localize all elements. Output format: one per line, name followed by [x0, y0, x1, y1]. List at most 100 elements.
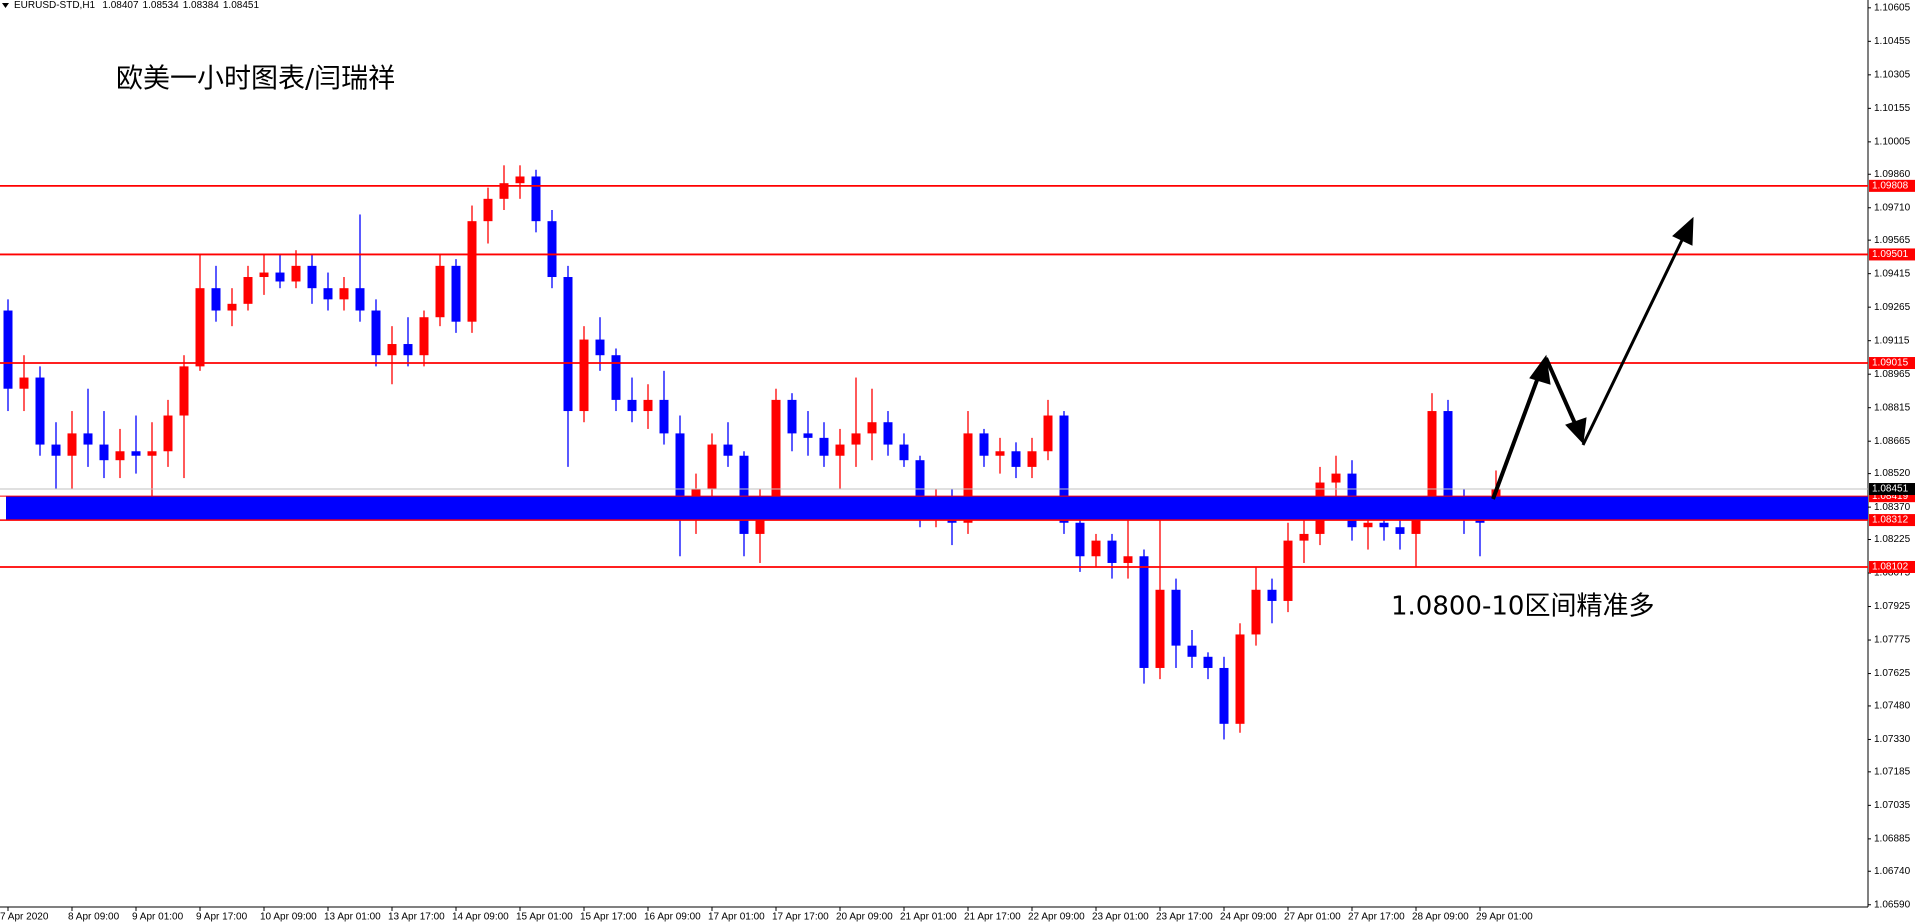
x-tick-label: 15 Apr 17:00	[580, 912, 637, 923]
candle-body	[323, 288, 333, 300]
candle-body	[163, 415, 173, 452]
candle-body	[563, 277, 573, 412]
candle-body	[435, 265, 445, 318]
candle-body	[1171, 589, 1181, 646]
x-tick-label: 21 Apr 17:00	[964, 912, 1021, 923]
candle-body	[1267, 589, 1277, 601]
candle-body	[419, 317, 429, 356]
x-tick-label: 27 Apr 17:00	[1348, 912, 1405, 923]
candle-body	[83, 433, 93, 445]
y-tick-label: 1.07480	[1874, 701, 1911, 712]
candle-body	[67, 433, 77, 456]
candle-body	[707, 444, 717, 490]
candle-body	[227, 303, 237, 311]
y-tick-label: 1.07925	[1874, 601, 1911, 612]
candle-body	[771, 399, 781, 501]
candle-body	[915, 460, 925, 512]
candle-body	[1075, 522, 1085, 557]
y-tick-label: 1.09710	[1874, 202, 1911, 213]
y-tick-label: 1.09265	[1874, 302, 1911, 313]
candle-body	[1427, 411, 1437, 512]
candle-body	[739, 455, 749, 534]
ohlc-close: 1.08451	[223, 0, 260, 11]
candle-body	[659, 399, 669, 434]
candle-body	[99, 444, 109, 461]
y-tick-label: 1.09565	[1874, 235, 1911, 246]
current-price-box	[1869, 483, 1915, 496]
candle-body	[467, 221, 477, 322]
arrow-up-1	[1491, 371, 1542, 500]
symbol: EURUSD-STD,H1	[14, 0, 96, 11]
ohlc-open: 1.08407	[102, 0, 139, 11]
candle-body	[1059, 415, 1069, 523]
level-box	[1869, 560, 1915, 573]
annotation: 1.0800-10区间精准多	[1391, 592, 1654, 622]
forecast-arrows	[1491, 216, 1694, 500]
level-label: 1.08102	[1872, 562, 1909, 573]
x-tick-label: 8 Apr 09:00	[68, 912, 120, 923]
x-tick-label: 16 Apr 09:00	[644, 912, 701, 923]
candle-body	[1011, 451, 1021, 467]
candle-body	[803, 433, 813, 438]
y-tick-label: 1.08370	[1874, 502, 1911, 513]
zone-low-label: 1.08312	[1872, 515, 1909, 526]
zone-high-label: 1.08419	[1872, 491, 1909, 502]
y-tick-label: 1.08225	[1874, 534, 1911, 545]
y-tick-label: 1.07775	[1874, 635, 1911, 646]
level-box	[1869, 248, 1915, 261]
candle-body	[1139, 556, 1149, 668]
candle-body	[515, 176, 525, 184]
candle-body	[995, 451, 1005, 456]
x-tick-label: 24 Apr 09:00	[1220, 912, 1277, 923]
x-tick-label: 17 Apr 17:00	[772, 912, 829, 923]
candle-body	[499, 183, 509, 199]
x-tick-label: 28 Apr 09:00	[1412, 912, 1469, 923]
y-tick-label: 1.06590	[1874, 899, 1911, 910]
ohlc-high: 1.08534	[143, 0, 180, 11]
y-tick-label: 1.09415	[1874, 268, 1911, 279]
candle-body	[979, 433, 989, 456]
level-label: 1.09808	[1872, 181, 1909, 192]
y-tick-label: 1.10005	[1874, 136, 1911, 147]
candle-body	[1155, 589, 1165, 668]
candle-body	[1235, 634, 1245, 724]
arrow-down	[1544, 357, 1579, 429]
x-tick-label: 22 Apr 09:00	[1028, 912, 1085, 923]
candle-body	[675, 433, 685, 512]
zone-low-box	[1869, 514, 1915, 527]
y-tick-label: 1.10605	[1874, 2, 1911, 13]
x-tick-label: 10 Apr 09:00	[260, 912, 317, 923]
candle-body	[115, 451, 125, 461]
x-tick-label: 9 Apr 17:00	[196, 912, 248, 923]
candle-body	[1091, 540, 1101, 557]
x-tick-label: 9 Apr 01:00	[132, 912, 184, 923]
candle-body	[51, 444, 61, 456]
candle-body	[963, 433, 973, 523]
y-tick-label: 1.08520	[1874, 468, 1911, 479]
candle-body	[611, 355, 621, 400]
candle-body	[1379, 522, 1389, 528]
current-price-label: 1.08451	[1872, 484, 1909, 495]
level-label: 1.09501	[1872, 249, 1909, 260]
candle-body	[19, 377, 29, 389]
x-tick-label: 15 Apr 01:00	[516, 912, 573, 923]
y-tick-label: 1.08665	[1874, 436, 1911, 447]
candle-body	[579, 339, 589, 412]
candle-body	[307, 265, 317, 289]
x-tick-label: 7 Apr 2020	[0, 912, 49, 923]
candle-body	[1187, 645, 1197, 657]
candle-body	[243, 277, 253, 304]
candle-body	[899, 444, 909, 461]
header: EURUSD-STD,H1 1.08407 1.08534 1.08384 1.0845…	[14, 0, 259, 11]
x-tick-label: 17 Apr 01:00	[708, 912, 765, 923]
candle-body	[723, 444, 733, 456]
y-tick-label: 1.08965	[1874, 369, 1911, 380]
candle-body	[1107, 540, 1117, 563]
candle-body	[627, 399, 637, 412]
y-tick-label: 1.07035	[1874, 800, 1911, 811]
y-tick-label: 1.08075	[1874, 568, 1911, 579]
y-tick-label: 1.06885	[1874, 834, 1911, 845]
arrow-head	[1672, 216, 1694, 246]
